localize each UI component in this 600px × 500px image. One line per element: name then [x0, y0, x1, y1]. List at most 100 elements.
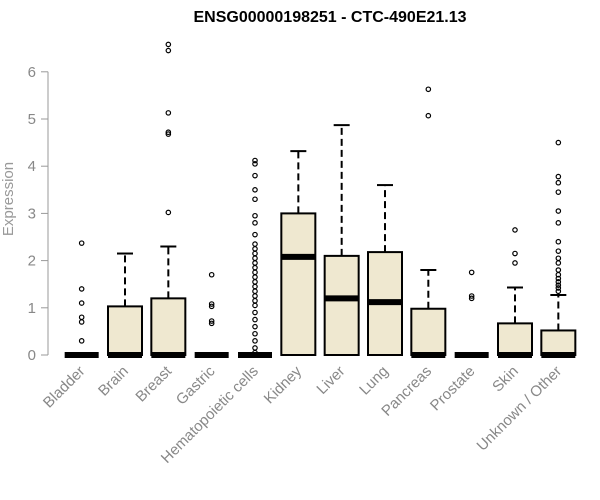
outlier-point: [555, 267, 562, 273]
outlier-point: [252, 297, 258, 304]
x-tick-label: Prostate: [427, 363, 479, 415]
box-body: [410, 307, 447, 356]
outlier-point: [555, 255, 562, 262]
outlier-point: [555, 282, 562, 288]
y-tick-label: 0: [28, 347, 36, 364]
box-body: [107, 305, 143, 357]
box-body: [497, 322, 533, 357]
outlier-point: [252, 241, 258, 247]
outlier-point: [252, 283, 258, 290]
y-tick-label: 5: [28, 111, 36, 128]
outlier-point: [252, 246, 258, 252]
x-tick-label: Breast: [132, 362, 175, 405]
box-breast: [150, 41, 187, 358]
outlier-point: [555, 220, 562, 226]
outlier-point: [252, 231, 258, 238]
outlier-point: [165, 129, 172, 136]
x-tick-label: Kidney: [261, 362, 306, 407]
y-axis: 0 1 2 3 4 5 6: [28, 64, 49, 364]
outlier-point: [555, 288, 562, 295]
box-liver: [323, 124, 360, 357]
outlier-point: [208, 320, 215, 327]
outlier-point: [208, 318, 215, 324]
box-lung: [367, 184, 403, 357]
y-tick-label: 6: [28, 64, 36, 81]
outlier-point: [555, 139, 562, 146]
outlier-point: [78, 338, 85, 344]
outlier-point: [252, 220, 258, 226]
outlier-point: [252, 274, 258, 280]
outlier-point: [78, 319, 85, 325]
box-brain: [107, 252, 143, 358]
plot-area: [64, 41, 577, 358]
outlier-point: [252, 323, 258, 330]
outlier-point: [165, 41, 172, 48]
outlier-point: [555, 279, 562, 285]
outlier-point: [208, 271, 215, 278]
outlier-point: [208, 303, 215, 310]
outlier-point: [208, 301, 215, 307]
outlier-point: [252, 330, 258, 337]
outlier-point: [252, 279, 258, 285]
outlier-point: [252, 187, 258, 193]
box-prostate: [454, 269, 489, 358]
x-tick-label: Lung: [356, 363, 392, 399]
outlier-point: [165, 131, 172, 137]
box-body: [323, 254, 360, 357]
outlier-point: [512, 260, 518, 266]
outlier-point: [78, 286, 85, 292]
box-gastric: [194, 271, 229, 358]
outlier-point: [555, 173, 562, 180]
outlier-point: [252, 269, 258, 276]
outlier-point: [555, 275, 562, 282]
box-unknown-other: [540, 139, 577, 358]
box-kidney: [280, 150, 317, 356]
outlier-point: [165, 47, 172, 54]
outlier-point: [252, 260, 258, 266]
outlier-point: [555, 179, 562, 186]
outlier-point: [555, 238, 562, 245]
outlier-point: [78, 240, 85, 246]
outlier-point: [555, 208, 562, 214]
box-body: [280, 212, 317, 356]
outlier-point: [252, 345, 258, 351]
outlier-point: [512, 227, 518, 233]
outlier-point: [252, 157, 258, 164]
box-skin: [497, 227, 533, 358]
outlier-point: [425, 86, 432, 93]
outlier-point: [252, 264, 258, 271]
x-tick-label: Liver: [313, 363, 348, 398]
outlier-point: [252, 293, 258, 299]
outlier-point: [555, 285, 562, 291]
outlier-point: [252, 255, 258, 262]
box-hematopoietic-cells: [238, 157, 272, 358]
box-body: [540, 329, 577, 356]
y-axis-label: Expression: [0, 162, 17, 236]
y-tick-label: 2: [28, 253, 36, 270]
outlier-point: [165, 110, 172, 116]
chart-title: ENSG00000198251 - CTC-490E21.13: [193, 9, 466, 26]
y-tick-label: 3: [28, 205, 36, 222]
outlier-point: [252, 338, 258, 344]
x-tick-label: Brain: [95, 363, 132, 400]
outlier-point: [252, 316, 258, 323]
outlier-point: [165, 209, 172, 216]
box-pancreas: [410, 86, 447, 358]
box-bladder: [64, 240, 99, 358]
outlier-point: [252, 196, 258, 203]
outlier-point: [252, 309, 258, 316]
outlier-point: [252, 172, 258, 179]
outlier-point: [252, 288, 258, 295]
y-tick-label: 4: [28, 158, 36, 175]
box-body: [150, 297, 187, 356]
y-tick-label: 1: [28, 300, 36, 317]
outlier-point: [468, 295, 475, 302]
x-tick-label: Skin: [489, 363, 522, 396]
outlier-point: [252, 212, 258, 219]
x-tick-label: Bladder: [40, 363, 89, 412]
outlier-point: [78, 300, 85, 306]
outlier-point: [425, 112, 432, 119]
outlier-point: [252, 302, 258, 309]
